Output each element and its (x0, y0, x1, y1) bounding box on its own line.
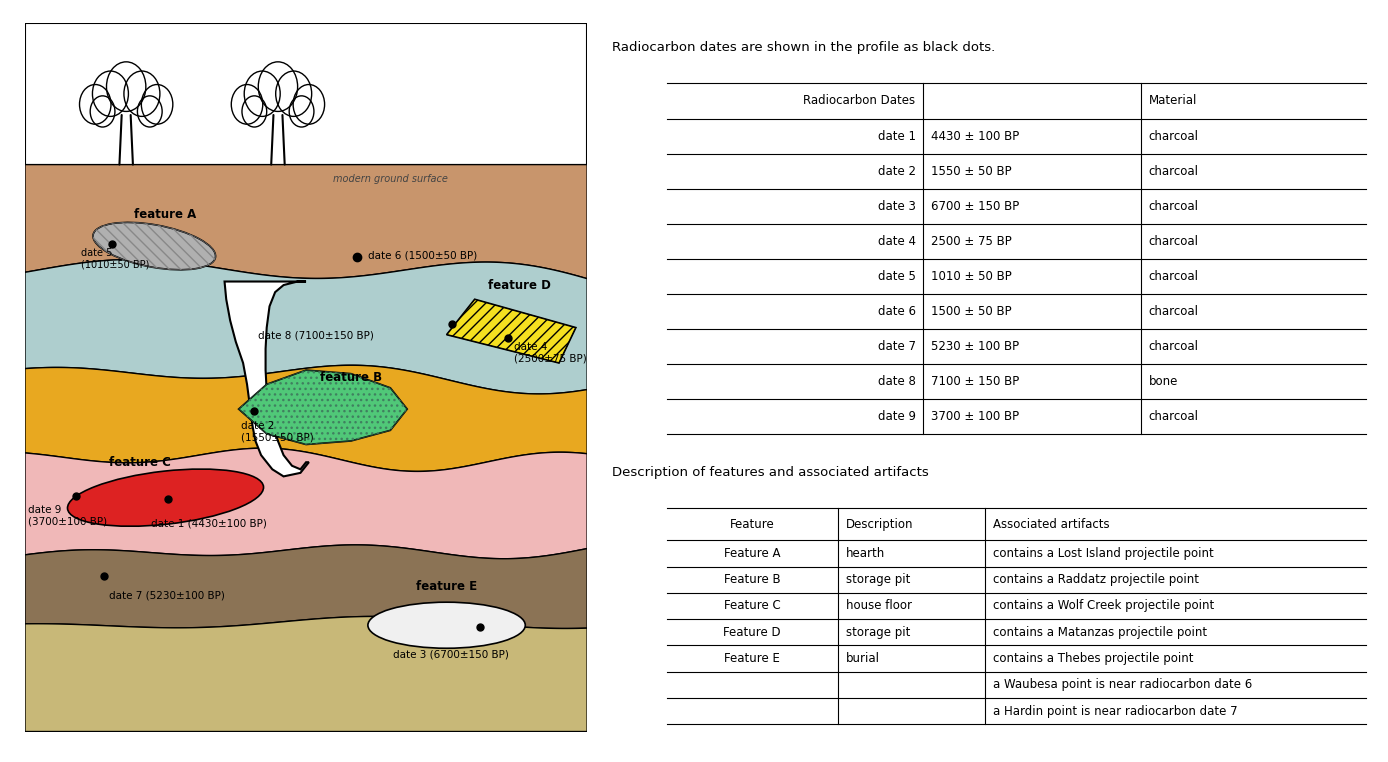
Text: 5230 ± 100 BP: 5230 ± 100 BP (931, 340, 1019, 353)
Circle shape (107, 62, 146, 111)
Text: date 2: date 2 (877, 165, 916, 178)
Text: Feature E: Feature E (725, 652, 780, 665)
Circle shape (276, 71, 312, 117)
Text: date 9
(3700±100 BP): date 9 (3700±100 BP) (28, 505, 107, 527)
Text: date 2
(1550±50 BP): date 2 (1550±50 BP) (242, 421, 314, 443)
Text: date 8 (7100±150 BP): date 8 (7100±150 BP) (258, 330, 375, 340)
Polygon shape (25, 448, 587, 559)
Circle shape (232, 85, 262, 124)
Polygon shape (25, 545, 587, 629)
Circle shape (93, 71, 129, 117)
Text: charcoal: charcoal (1149, 200, 1199, 213)
Text: bone: bone (1149, 375, 1178, 388)
Text: a Waubesa point is near radiocarbon date 6: a Waubesa point is near radiocarbon date… (994, 678, 1252, 691)
Text: charcoal: charcoal (1149, 305, 1199, 318)
Text: charcoal: charcoal (1149, 235, 1199, 248)
Text: charcoal: charcoal (1149, 165, 1199, 178)
Text: Feature: Feature (730, 517, 775, 531)
Text: Radiocarbon dates are shown in the profile as black dots.: Radiocarbon dates are shown in the profi… (612, 40, 995, 53)
Polygon shape (25, 365, 587, 472)
Text: date 3: date 3 (877, 200, 916, 213)
Text: a Hardin point is near radiocarbon date 7: a Hardin point is near radiocarbon date … (994, 705, 1238, 718)
Circle shape (258, 62, 297, 111)
Text: date 6 (1500±50 BP): date 6 (1500±50 BP) (368, 250, 477, 260)
Text: charcoal: charcoal (1149, 410, 1199, 423)
Text: feature B: feature B (321, 371, 382, 384)
Text: Description of features and associated artifacts: Description of features and associated a… (612, 466, 929, 479)
Polygon shape (25, 165, 587, 279)
Circle shape (90, 96, 115, 127)
Text: 1500 ± 50 BP: 1500 ± 50 BP (931, 305, 1012, 318)
Text: contains a Thebes projectile point: contains a Thebes projectile point (994, 652, 1194, 665)
Polygon shape (225, 281, 310, 476)
Polygon shape (25, 260, 587, 394)
Text: Description: Description (845, 517, 913, 531)
Text: date 7: date 7 (877, 340, 916, 353)
Text: 2500 ± 75 BP: 2500 ± 75 BP (931, 235, 1012, 248)
Circle shape (79, 85, 111, 124)
Text: 6700 ± 150 BP: 6700 ± 150 BP (931, 200, 1019, 213)
Text: date 6: date 6 (877, 305, 916, 318)
Circle shape (244, 71, 280, 117)
Text: feature D: feature D (489, 279, 551, 292)
Text: contains a Matanzas projectile point: contains a Matanzas projectile point (994, 626, 1208, 639)
Text: contains a Lost Island projectile point: contains a Lost Island projectile point (994, 547, 1214, 560)
Circle shape (293, 85, 325, 124)
Text: date 9: date 9 (877, 410, 916, 423)
Text: 3700 ± 100 BP: 3700 ± 100 BP (931, 410, 1019, 423)
Text: Feature D: Feature D (723, 626, 781, 639)
Circle shape (289, 96, 314, 127)
Circle shape (142, 85, 174, 124)
Text: feature C: feature C (110, 456, 171, 469)
Polygon shape (239, 370, 407, 444)
Ellipse shape (368, 602, 525, 648)
Text: 1010 ± 50 BP: 1010 ± 50 BP (931, 270, 1012, 283)
Text: contains a Wolf Creek projectile point: contains a Wolf Creek projectile point (994, 600, 1214, 613)
Circle shape (124, 71, 160, 117)
Text: Feature B: Feature B (725, 573, 780, 586)
Text: Associated artifacts: Associated artifacts (994, 517, 1110, 531)
Text: charcoal: charcoal (1149, 340, 1199, 353)
Text: charcoal: charcoal (1149, 270, 1199, 283)
Text: hearth: hearth (845, 547, 884, 560)
Text: contains a Raddatz projectile point: contains a Raddatz projectile point (994, 573, 1199, 586)
Circle shape (242, 96, 266, 127)
Text: feature A: feature A (135, 208, 197, 221)
Text: date 1 (4430±100 BP): date 1 (4430±100 BP) (151, 518, 268, 528)
Text: modern ground surface: modern ground surface (333, 174, 448, 184)
Text: feature E: feature E (416, 580, 477, 593)
Text: house floor: house floor (845, 600, 912, 613)
Text: storage pit: storage pit (845, 573, 911, 586)
Text: 4430 ± 100 BP: 4430 ± 100 BP (931, 130, 1019, 142)
Text: storage pit: storage pit (845, 626, 911, 639)
Text: Feature A: Feature A (725, 547, 780, 560)
Polygon shape (25, 616, 587, 732)
Ellipse shape (93, 223, 215, 270)
Text: date 4
(2500±75 BP): date 4 (2500±75 BP) (514, 342, 587, 363)
Text: 1550 ± 50 BP: 1550 ± 50 BP (931, 165, 1012, 178)
Text: 7100 ± 150 BP: 7100 ± 150 BP (931, 375, 1019, 388)
Text: burial: burial (845, 652, 880, 665)
Text: date 7 (5230±100 BP): date 7 (5230±100 BP) (110, 591, 225, 600)
Text: date 8: date 8 (877, 375, 916, 388)
Text: date 5
(1010±50 BP): date 5 (1010±50 BP) (81, 248, 150, 269)
Ellipse shape (68, 469, 264, 527)
Text: Feature C: Feature C (725, 600, 780, 613)
Circle shape (137, 96, 162, 127)
Text: charcoal: charcoal (1149, 130, 1199, 142)
Text: date 4: date 4 (877, 235, 916, 248)
Text: date 3 (6700±150 BP): date 3 (6700±150 BP) (393, 649, 509, 659)
Text: Material: Material (1149, 94, 1196, 107)
Polygon shape (447, 299, 576, 363)
Text: date 1: date 1 (877, 130, 916, 142)
Text: date 5: date 5 (877, 270, 916, 283)
Text: Radiocarbon Dates: Radiocarbon Dates (804, 94, 916, 107)
